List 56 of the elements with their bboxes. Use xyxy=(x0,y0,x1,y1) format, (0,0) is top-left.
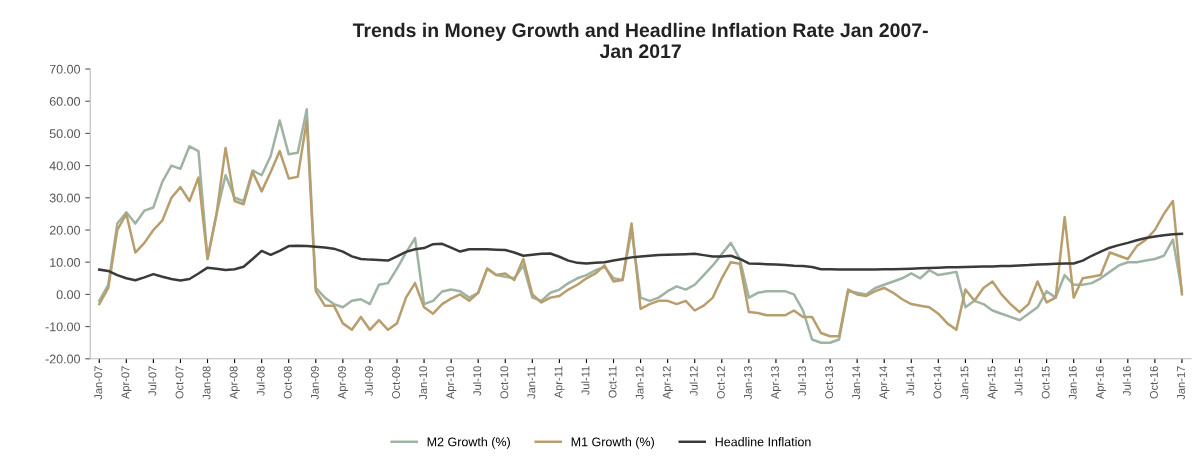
x-tick-label: Jan-14 xyxy=(852,366,861,400)
x-tick-label: Jul-12 xyxy=(689,366,698,396)
x-tick-label: Jan-13 xyxy=(743,366,752,400)
x-tick-label: Oct-13 xyxy=(825,366,834,399)
x-tick-label: Apr-08 xyxy=(229,366,240,400)
y-tick-label: -10.00 xyxy=(45,322,81,332)
x-tick-label: Oct-12 xyxy=(716,366,725,399)
x-tick-label: Jul-09 xyxy=(364,366,373,396)
x-tick-label: Jan-08 xyxy=(202,366,211,400)
x-tick-label: Apr-14 xyxy=(879,366,890,400)
x-tick-label: Oct-14 xyxy=(933,366,942,399)
x-tick-label: Apr-07 xyxy=(121,366,132,400)
x-tick-label: Jan-15 xyxy=(960,366,969,400)
y-tick-label: 40.00 xyxy=(49,161,81,171)
x-tick-label: Jul-07 xyxy=(148,366,157,396)
y-tick-label: 30.00 xyxy=(49,193,81,203)
x-tick-label: Jan-11 xyxy=(527,366,536,399)
y-tick-label: 60.00 xyxy=(49,97,81,106)
y-tick-label: 10.00 xyxy=(50,258,81,267)
x-tick-label: Jan-10 xyxy=(419,366,428,400)
x-tick-label: Jan-17 xyxy=(1177,366,1185,400)
x-tick-label: Jul-14 xyxy=(906,366,915,396)
x-tick-label: Jul-11 xyxy=(581,366,590,396)
x-tick-label: Jan-12 xyxy=(635,366,644,400)
x-tick-label: Oct-07 xyxy=(175,366,184,399)
x-tick-label: Jul-16 xyxy=(1122,366,1131,396)
x-tick-label: Apr-10 xyxy=(446,366,457,400)
x-tick-label: Apr-16 xyxy=(1095,366,1106,400)
chart-title: Trends in Money Growth and Headline Inflation Rate Jan 2007- Jan 2017 xyxy=(352,22,928,59)
y-tick-label: -20.00 xyxy=(45,354,81,364)
legend-label: M2 Growth (%) xyxy=(427,437,510,449)
x-tick-label: Jul-13 xyxy=(797,366,806,396)
x-tick-label: Oct-11 xyxy=(608,366,617,398)
line-series xyxy=(98,232,1184,282)
y-tick-label: 20.00 xyxy=(49,225,81,235)
y-tick-label: 70.00 xyxy=(49,64,81,74)
x-tick-label: Apr-09 xyxy=(337,366,349,400)
legend-label: M1 Growth (%) xyxy=(571,437,654,449)
x-tick-label: Oct-15 xyxy=(1041,366,1050,399)
x-tick-label: Apr-13 xyxy=(771,366,782,400)
x-tick-label: Jan-16 xyxy=(1068,366,1077,400)
x-tick-label: Oct-08 xyxy=(283,366,292,399)
x-tick-label: Apr-12 xyxy=(662,366,673,400)
x-tick-label: Apr-15 xyxy=(987,366,998,400)
x-tick-label: Oct-09 xyxy=(392,366,400,399)
x-tick-label: Jul-15 xyxy=(1014,366,1023,396)
y-tick-label: 50.00 xyxy=(49,129,81,139)
x-tick-label: Jan-07 xyxy=(94,366,103,400)
x-tick-label: Oct-16 xyxy=(1149,366,1158,399)
x-tick-label: Jul-10 xyxy=(473,366,482,396)
legend-label: Headline Inflation xyxy=(715,437,811,447)
x-tick-label: Jul-08 xyxy=(256,366,265,396)
x-tick-label: Apr-11 xyxy=(554,366,565,399)
x-tick-label: Jan-09 xyxy=(310,366,319,400)
y-tick-label: 0.00 xyxy=(56,290,81,300)
x-tick-label: Oct-10 xyxy=(500,366,509,399)
